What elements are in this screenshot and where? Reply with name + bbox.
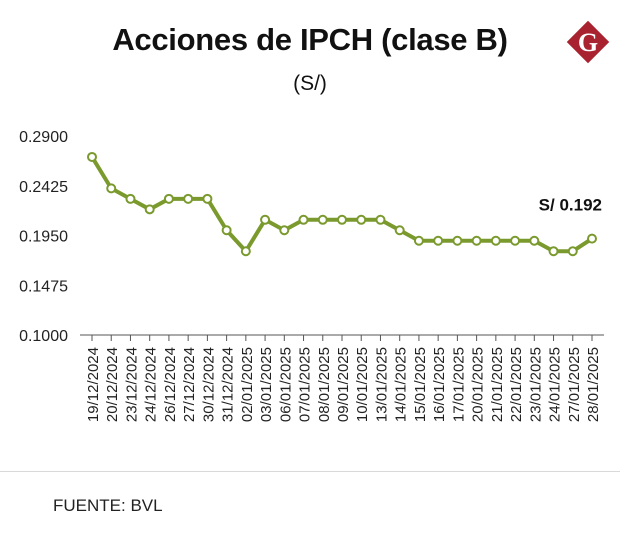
- footer-divider: [0, 471, 620, 472]
- gestion-logo-icon: G: [566, 20, 610, 64]
- x-tick-label: 10/01/2025: [354, 347, 371, 422]
- x-tick-label: 07/01/2025: [297, 347, 314, 422]
- y-tick-label: 0.1475: [19, 278, 68, 295]
- y-tick-label: 0.1000: [19, 328, 68, 345]
- x-tick-label: 21/01/2025: [489, 347, 506, 422]
- x-axis-ticks: 19/12/2024 20/12/2024 23/12/2024 24/12/2024…: [85, 347, 602, 422]
- data-point: [529, 235, 540, 246]
- x-tick-label: 24/12/2024: [143, 347, 160, 422]
- data-point: [144, 204, 155, 215]
- data-point: [548, 246, 559, 257]
- x-tick-label: 15/01/2025: [412, 347, 429, 422]
- x-tick-label: 30/12/2024: [200, 347, 217, 422]
- x-tick-label: 20/12/2024: [104, 347, 121, 422]
- data-point: [202, 193, 213, 204]
- data-point: [163, 193, 174, 204]
- chart-title: Acciones de IPCH (clase B): [112, 22, 508, 57]
- x-tick-label: 26/12/2024: [162, 347, 179, 422]
- data-point: [260, 214, 271, 225]
- x-tick-label: 24/01/2025: [547, 347, 564, 422]
- x-tick-label: 08/01/2025: [316, 347, 333, 422]
- y-tick-label: 0.2425: [19, 179, 68, 196]
- data-point: [375, 214, 386, 225]
- x-tick-label: 16/01/2025: [431, 347, 448, 422]
- data-point: [394, 225, 405, 236]
- x-tick-label: 20/01/2025: [470, 347, 487, 422]
- data-point: [452, 235, 463, 246]
- data-point: [221, 225, 232, 236]
- x-tick-label: 22/01/2025: [508, 347, 525, 422]
- y-axis-ticks: 0.2900 0.2425 0.1950 0.1475 0.1000: [19, 129, 68, 345]
- x-tick-label: 27/01/2025: [566, 347, 583, 422]
- line-chart: 0.2900 0.2425 0.1950 0.1475 0.1000 19/12/202…: [19, 129, 604, 422]
- x-tick-label: 31/12/2024: [220, 347, 237, 422]
- x-tick-label: 09/01/2025: [335, 347, 352, 422]
- data-point: [125, 193, 136, 204]
- x-tick-label: 03/01/2025: [258, 347, 275, 422]
- x-tick-label: 06/01/2025: [277, 347, 294, 422]
- data-point: [87, 151, 97, 162]
- data-point: [490, 235, 501, 246]
- x-tick-label: 28/01/2025: [585, 347, 602, 422]
- y-tick-label: 0.1950: [19, 229, 68, 246]
- x-tick-label: 17/01/2025: [450, 347, 467, 422]
- x-tick-label: 23/01/2025: [527, 347, 544, 422]
- x-tick-label: 14/01/2025: [393, 347, 410, 422]
- data-point: [106, 183, 117, 194]
- data-point: [317, 214, 328, 225]
- last-value-annotation: S/ 0.192: [539, 196, 602, 215]
- data-point: [279, 225, 290, 236]
- data-point: [471, 235, 482, 246]
- data-point: [183, 193, 194, 204]
- logo-letter: G: [578, 28, 598, 57]
- x-tick-label: 13/01/2025: [373, 347, 390, 422]
- data-point: [413, 235, 424, 246]
- chart-subtitle: (S/): [293, 72, 327, 95]
- x-axis-tick-marks: [91, 335, 593, 341]
- data-point: [240, 246, 251, 257]
- y-tick-label: 0.2900: [19, 129, 68, 146]
- data-point: [433, 235, 444, 246]
- data-point: [356, 214, 367, 225]
- data-point: [567, 246, 578, 257]
- data-point: [337, 214, 347, 225]
- source-note: FUENTE: BVL: [53, 496, 163, 515]
- x-tick-label: 23/12/2024: [123, 347, 140, 422]
- x-tick-label: 02/01/2025: [239, 347, 256, 422]
- data-point: [298, 214, 309, 225]
- data-point: [510, 235, 521, 246]
- data-points: [87, 151, 597, 257]
- data-point: [587, 233, 597, 244]
- x-tick-label: 27/12/2024: [181, 347, 198, 422]
- x-tick-label: 19/12/2024: [85, 347, 102, 422]
